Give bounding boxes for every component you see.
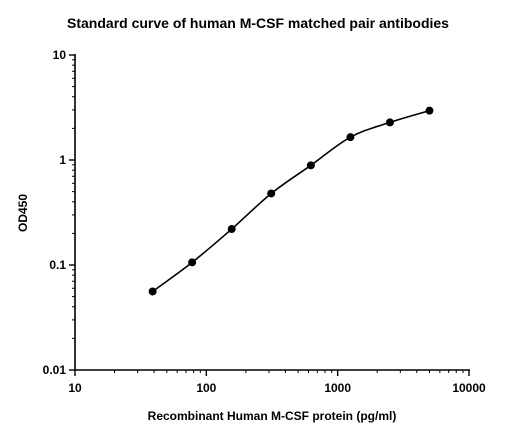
x-axis-label: Recombinant Human M-CSF protein (pg/ml) [148,409,397,423]
y-axis-label: OD450 [16,194,30,232]
y-tick-label: 10 [53,48,67,62]
x-tick-label: 100 [196,381,216,395]
data-points [148,106,434,296]
data-point [346,133,355,142]
y-tick-label: 1 [59,153,66,167]
x-tick-label: 1000 [324,381,351,395]
x-tick-label: 10 [68,381,82,395]
x-tick-label: 10000 [452,381,486,395]
data-point [148,287,157,296]
data-point [227,225,236,234]
y-tick-label: 0.01 [43,363,67,377]
axes: 0.01 0.1 1 10 10 100 1000 10000 [43,48,486,395]
data-point [385,118,394,127]
y-tick-label: 0.1 [49,258,66,272]
data-point [188,258,197,267]
chart-title: Standard curve of human M-CSF matched pa… [67,15,449,31]
data-point [267,189,276,198]
data-point [425,106,434,115]
data-point [306,161,315,170]
